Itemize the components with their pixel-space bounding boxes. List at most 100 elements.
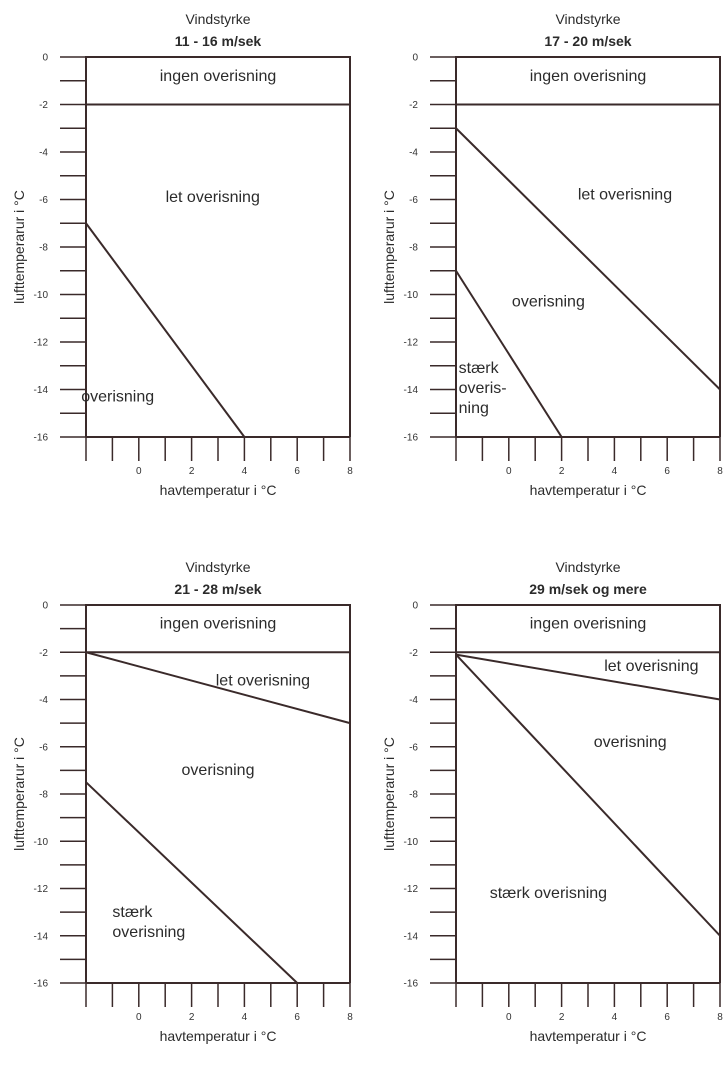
region-label: overisning <box>182 762 255 779</box>
y-tick-label: -16 <box>34 979 49 990</box>
x-tick-label: 8 <box>347 1012 353 1023</box>
x-tick-label: 0 <box>506 1012 512 1023</box>
y-tick-label: -16 <box>404 433 419 444</box>
y-tick-label: -14 <box>34 931 49 942</box>
chart-supertitle: Vindstyrke <box>555 11 620 27</box>
region-label: let overisning <box>578 187 672 204</box>
region-label: ingen overisning <box>160 616 277 633</box>
region-label-line: overis- <box>459 380 507 397</box>
region-label-line: ingen overisning <box>160 68 277 85</box>
x-axis-label: havtemperatur i °C <box>160 482 277 498</box>
boundary-line-1 <box>85 651 351 725</box>
y-axis-label: lufttemperarur i °C <box>11 190 27 304</box>
y-tick-label: -12 <box>34 884 49 895</box>
region-label: let overisning <box>216 672 310 689</box>
y-tick-label: -2 <box>409 100 418 111</box>
region-label: ingen overisning <box>530 616 647 633</box>
chart-title: 29 m/sek og mere <box>529 581 647 597</box>
y-tick-label: -14 <box>404 385 419 396</box>
plot-frame <box>85 56 351 437</box>
boundary-line-1 <box>85 222 246 438</box>
region-label: let overisning <box>604 658 698 675</box>
region-label: overisning <box>81 388 154 405</box>
region-label: stærk overis-ning <box>459 360 507 417</box>
x-tick-label: 8 <box>717 466 723 477</box>
region-label: ingen overisning <box>530 68 647 85</box>
chart-panel-1: Vindstyrke 11 - 16 m/sek 0 -2 -4 -6 -8 -10 -12 -1… <box>11 11 353 498</box>
x-tick-label: 8 <box>347 466 353 477</box>
y-tick-label: -2 <box>39 100 48 111</box>
y-tick-label: -12 <box>34 338 49 349</box>
y-tick-label: -6 <box>409 742 418 753</box>
region-label: let overisning <box>166 189 260 206</box>
x-tick-label: 2 <box>189 1012 195 1023</box>
y-tick-label: -8 <box>409 243 418 254</box>
region-label-line: overisning <box>594 734 667 751</box>
y-axis-label: lufttemperarur i °C <box>381 737 397 851</box>
x-tick-label: 0 <box>506 466 512 477</box>
y-tick-label: -4 <box>409 148 418 159</box>
region-label-line: stærk <box>112 904 153 921</box>
region-label-line: let overisning <box>578 187 672 204</box>
y-tick-label: 0 <box>412 53 418 64</box>
boundary-line-2 <box>455 653 721 937</box>
x-tick-label: 4 <box>612 1012 618 1023</box>
chart-title: 21 - 28 m/sek <box>174 581 261 597</box>
y-tick-label: -14 <box>34 385 49 396</box>
chart-supertitle: Vindstyrke <box>185 11 250 27</box>
x-tick-label: 4 <box>612 466 618 477</box>
region-label-line: stærk <box>459 360 500 377</box>
chart-supertitle: Vindstyrke <box>555 559 620 575</box>
x-tick-label: 4 <box>242 466 248 477</box>
x-tick-label: 6 <box>294 466 300 477</box>
region-label: stærk overisning <box>490 885 607 902</box>
x-tick-label: 6 <box>664 1012 670 1023</box>
x-tick-label: 6 <box>294 1012 300 1023</box>
x-tick-label: 4 <box>242 1012 248 1023</box>
x-axis-label: havtemperatur i °C <box>160 1028 277 1044</box>
region-label-line: ingen overisning <box>530 616 647 633</box>
boundary-line-2 <box>455 270 563 438</box>
y-tick-label: -8 <box>409 790 418 801</box>
y-tick-label: -10 <box>404 290 419 301</box>
region-label-line: ning <box>459 400 489 417</box>
region-label-line: let overisning <box>166 189 260 206</box>
region-label-line: overisning <box>112 924 185 941</box>
y-tick-label: -4 <box>39 148 48 159</box>
chart-title: 11 - 16 m/sek <box>175 33 262 49</box>
y-tick-label: -6 <box>39 195 48 206</box>
region-label: overisning <box>594 734 667 751</box>
y-tick-label: 0 <box>412 601 418 612</box>
y-tick-label: 0 <box>42 601 48 612</box>
region-label-line: ingen overisning <box>160 616 277 633</box>
y-tick-label: -16 <box>34 433 49 444</box>
boundary-line-2 <box>85 781 298 984</box>
y-tick-label: -10 <box>404 837 419 848</box>
region-label-line: let overisning <box>216 672 310 689</box>
boundary-line-1 <box>455 127 721 391</box>
y-tick-label: -4 <box>39 695 48 706</box>
region-label: ingen overisning <box>160 68 277 85</box>
x-tick-label: 0 <box>136 1012 142 1023</box>
y-tick-label: -8 <box>39 243 48 254</box>
y-tick-label: -12 <box>404 884 419 895</box>
boundary-line-1 <box>455 653 721 701</box>
x-tick-label: 0 <box>136 466 142 477</box>
region-label-line: overisning <box>81 388 154 405</box>
y-tick-label: -10 <box>34 837 49 848</box>
y-axis-label: lufttemperarur i °C <box>11 737 27 851</box>
y-tick-label: -6 <box>409 195 418 206</box>
y-tick-label: -12 <box>404 338 419 349</box>
x-axis-label: havtemperatur i °C <box>530 1028 647 1044</box>
region-label-line: stærk overisning <box>490 885 607 902</box>
y-tick-label: -6 <box>39 742 48 753</box>
y-axis-label: lufttemperarur i °C <box>381 190 397 304</box>
x-axis-label: havtemperatur i °C <box>530 482 647 498</box>
chart-title: 17 - 20 m/sek <box>544 33 631 49</box>
y-tick-label: -2 <box>39 648 48 659</box>
region-label: stærk overisning <box>112 904 185 941</box>
x-tick-label: 2 <box>559 466 565 477</box>
region-label-line: overisning <box>182 762 255 779</box>
y-tick-label: -16 <box>404 979 419 990</box>
